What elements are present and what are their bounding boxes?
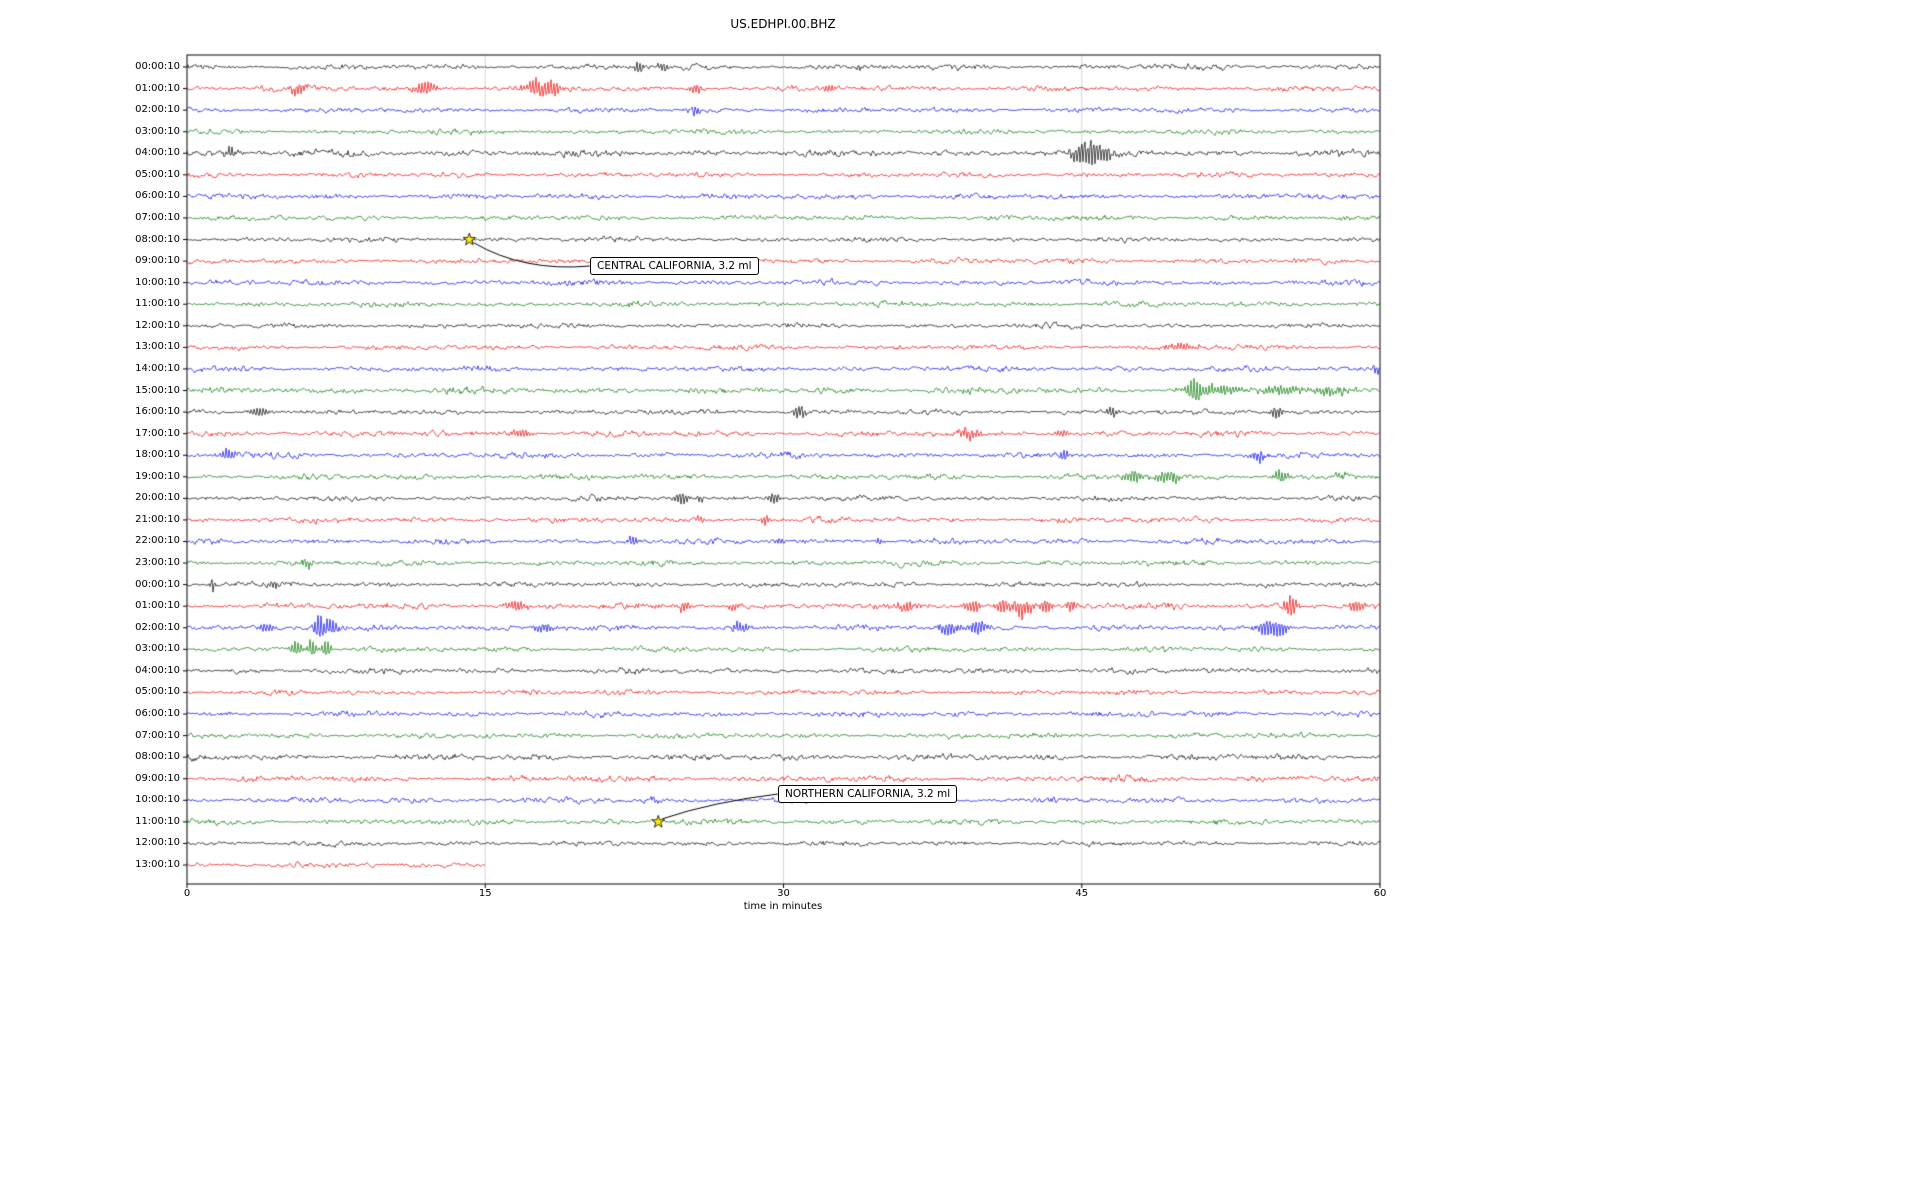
row-label: 01:00:10 [135,82,180,94]
row-label: 03:00:10 [135,125,180,137]
row-label: 23:00:10 [135,557,180,569]
x-tick-label: 45 [1075,888,1089,899]
row-label: 08:00:10 [135,751,180,763]
row-label: 15:00:10 [135,384,180,396]
x-tick-label: 15 [478,888,492,899]
row-label: 13:00:10 [135,341,180,353]
row-label: 04:00:10 [135,147,180,159]
row-label: 02:00:10 [135,621,180,633]
row-label: 00:00:10 [135,578,180,590]
row-label: 12:00:10 [135,319,180,331]
x-tick-label: 30 [777,888,790,899]
x-axis-label: time in minutes [743,901,823,912]
row-label: 10:00:10 [135,276,180,288]
row-label: 16:00:10 [135,406,180,418]
row-label: 12:00:10 [135,837,180,849]
row-label: 11:00:10 [135,815,180,827]
row-label: 05:00:10 [135,686,180,698]
row-label: 02:00:10 [135,104,180,116]
row-label: 10:00:10 [135,794,180,806]
event-callout-central-california: CENTRAL CALIFORNIA, 3.2 ml [590,257,759,275]
row-label: 22:00:10 [135,535,180,547]
row-label: 13:00:10 [135,859,180,871]
row-label: 09:00:10 [135,772,180,784]
event-callout-northern-california: NORTHERN CALIFORNIA, 3.2 ml [778,785,958,803]
row-label: 17:00:10 [135,427,180,439]
row-label: 14:00:10 [135,362,180,374]
row-label: 07:00:10 [135,211,180,223]
row-label: 08:00:10 [135,233,180,245]
row-label: 20:00:10 [135,492,180,504]
row-label: 00:00:10 [135,61,180,72]
row-label: 21:00:10 [135,513,180,525]
row-label: 07:00:10 [135,729,180,741]
row-label: 09:00:10 [135,255,180,267]
row-label: 01:00:10 [135,600,180,612]
x-tick-label: 60 [1373,888,1387,899]
row-label: 06:00:10 [135,190,180,202]
row-label: 06:00:10 [135,708,180,720]
row-label: 19:00:10 [135,470,180,482]
row-label: 04:00:10 [135,664,180,676]
x-tick-label: 0 [183,888,191,899]
row-label: 05:00:10 [135,168,180,180]
row-label: 11:00:10 [135,298,180,310]
row-label: 03:00:10 [135,643,180,655]
row-label: 18:00:10 [135,449,180,461]
